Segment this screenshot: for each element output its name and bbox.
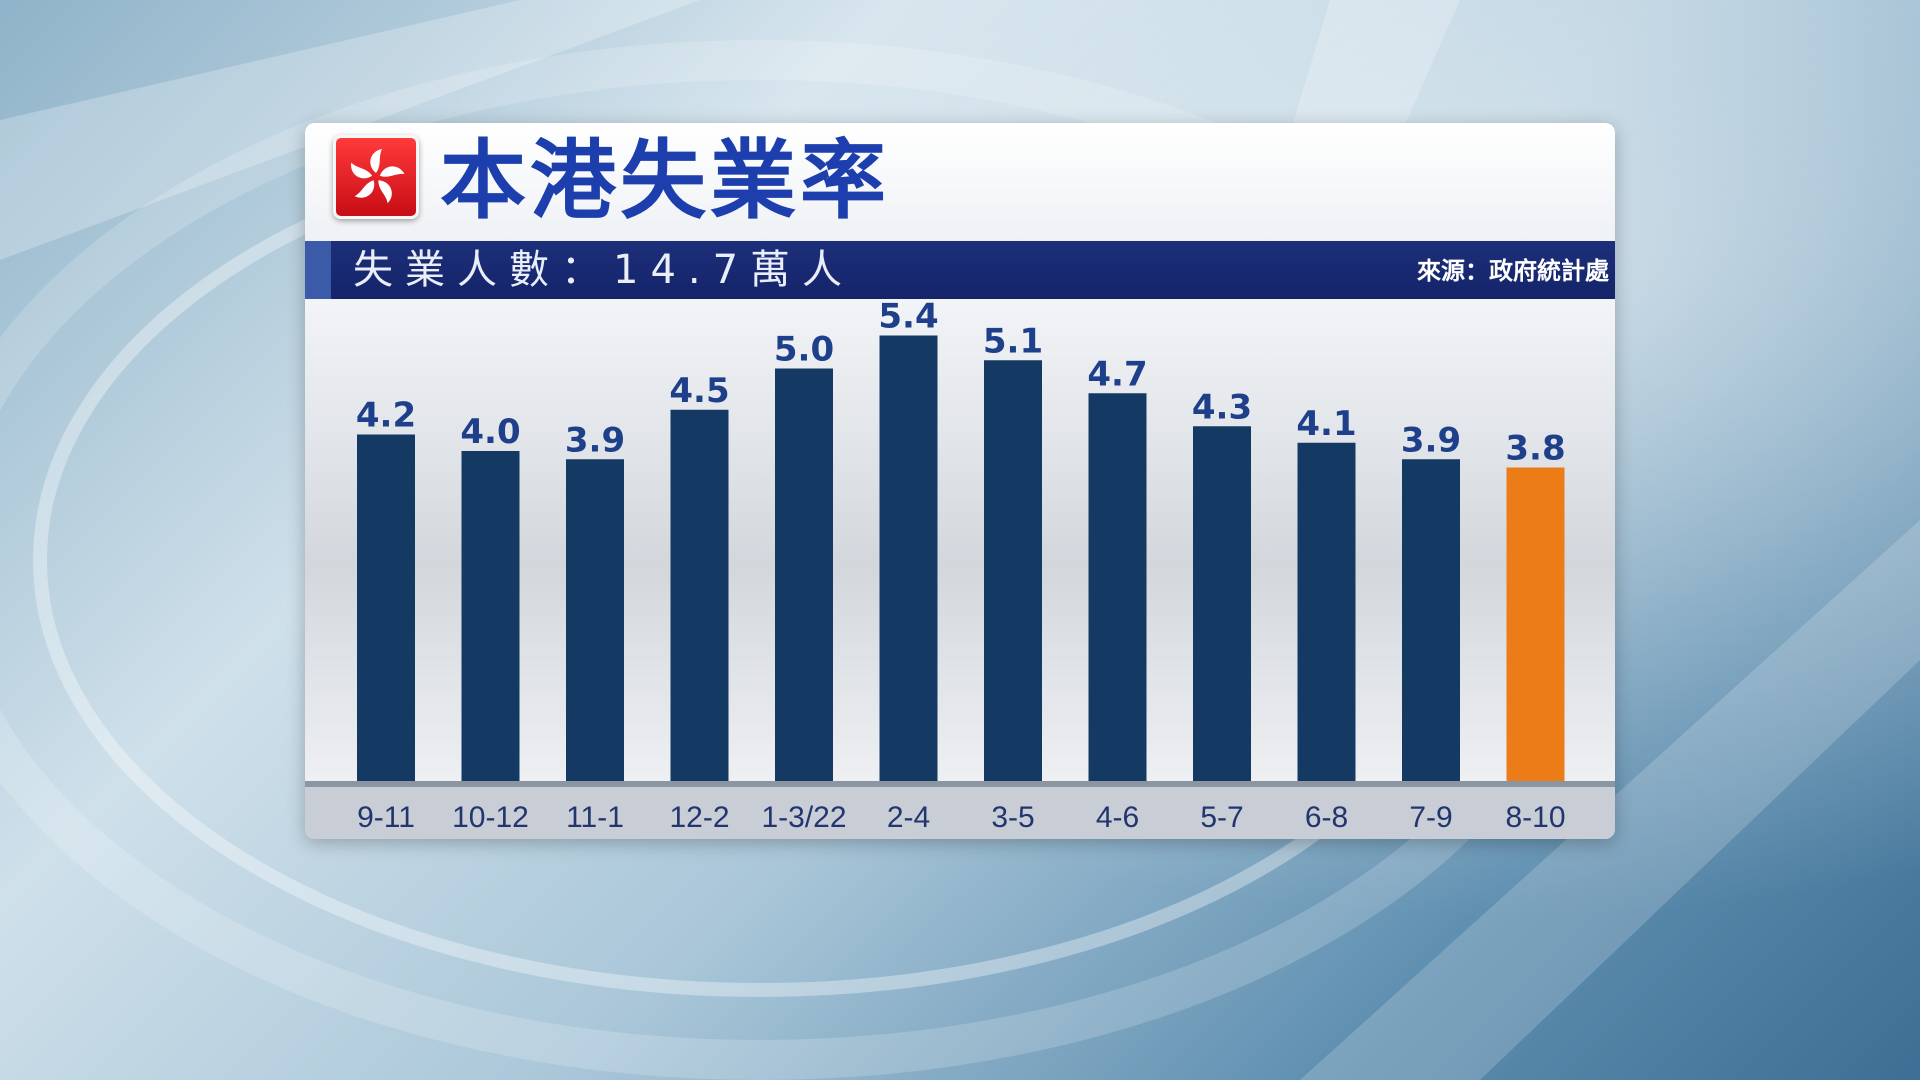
data-label-3-5: 5.1 — [983, 321, 1043, 361]
data-label-8-10: 3.8 — [1505, 429, 1565, 469]
x-tick-label-6-8: 6-8 — [1305, 801, 1348, 834]
x-tick-label-11-1: 11-1 — [566, 801, 624, 834]
bar-9-11 — [357, 434, 415, 781]
source-text: 來源：政府統計處 — [1417, 257, 1609, 285]
bar-3-5 — [984, 360, 1042, 781]
bar-8-10 — [1506, 467, 1565, 781]
bar-12-2 — [670, 409, 729, 781]
x-tick-label-2-4: 2-4 — [887, 801, 930, 834]
x-tick-label-1-3/22: 1-3/22 — [761, 801, 846, 834]
data-label-11-1: 3.9 — [565, 420, 625, 460]
subtitle-accent — [305, 241, 331, 299]
x-tick-label-3-5: 3-5 — [991, 801, 1034, 834]
bar-2-4 — [879, 335, 938, 781]
x-tick-label-9-11: 9-11 — [357, 801, 415, 834]
x-tick-label-5-7: 5-7 — [1200, 801, 1243, 834]
x-tick-label-8-10: 8-10 — [1505, 801, 1565, 834]
plot-area — [305, 299, 1615, 784]
data-label-6-8: 4.1 — [1296, 404, 1356, 444]
x-tick-label-4-6: 4-6 — [1096, 801, 1139, 834]
data-label-5-7: 4.3 — [1192, 387, 1252, 427]
hong-kong-flag-icon — [333, 135, 419, 219]
x-tick-label-12-2: 12-2 — [669, 801, 729, 834]
axis-band — [305, 784, 1615, 839]
chart-title: 本港失業率 — [440, 131, 890, 231]
bar-7-9 — [1402, 459, 1460, 781]
x-tick-label-7-9: 7-9 — [1409, 801, 1452, 834]
data-label-7-9: 3.9 — [1401, 420, 1461, 460]
bar-1-3/22 — [775, 368, 833, 781]
data-label-10-12: 4.0 — [460, 412, 520, 452]
title-bar: 本港失業率 — [305, 123, 1615, 241]
bar-5-7 — [1193, 426, 1251, 781]
x-tick-label-10-12: 10-12 — [452, 801, 529, 834]
data-label-9-11: 4.2 — [356, 396, 416, 436]
bar-6-8 — [1297, 442, 1356, 781]
unemployed-count-text: 失業人數：14.7萬人 — [353, 247, 855, 293]
bar-10-12 — [461, 451, 520, 781]
data-label-2-4: 5.4 — [878, 297, 938, 337]
data-label-12-2: 4.5 — [669, 371, 729, 411]
bar-chart: 4.2 4.0 3.9 4.5 5.0 5.4 5.1 4.7 4.3 4.1 3.9 3.8 9-1… — [305, 297, 1615, 839]
subtitle-bar: 失業人數：14.7萬人 來源：政府統計處 — [305, 241, 1615, 299]
data-label-1-3/22: 5.0 — [774, 330, 834, 370]
chart-panel: 本港失業率 失業人數：14.7萬人 來源：政府統計處 % 4.24.03.94.… — [305, 123, 1615, 839]
bar-4-6 — [1088, 393, 1147, 781]
bar-11-1 — [566, 459, 624, 781]
data-label-4-6: 4.7 — [1087, 354, 1147, 394]
